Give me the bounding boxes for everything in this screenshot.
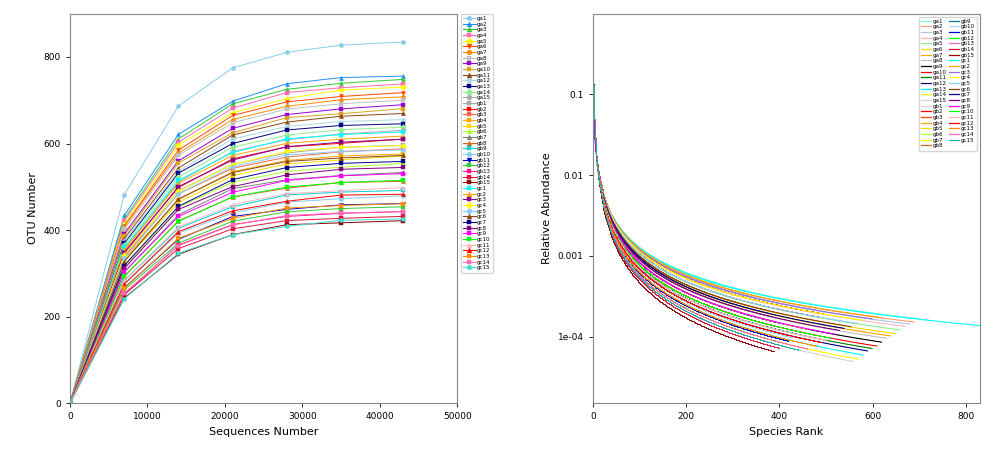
- X-axis label: Species Rank: Species Rank: [749, 426, 824, 436]
- Y-axis label: Relative Abundance: Relative Abundance: [542, 153, 552, 264]
- X-axis label: Sequences Number: Sequences Number: [209, 426, 318, 436]
- Legend: ga1, ga2, ga3, ga4, ga5, ga6, ga7, ga8, ga9, ga10, ga11, ga12, ga13, ga14, ga15,: ga1, ga2, ga3, ga4, ga5, ga6, ga7, ga8, …: [461, 14, 493, 273]
- Legend: ga1, ga2, ga3, ga4, ga5, ga6, ga7, ga8, ga9, ga10, ga11, ga12, ga13, ga14, ga15,: ga1, ga2, ga3, ga4, ga5, ga6, ga7, ga8, …: [919, 16, 977, 151]
- Y-axis label: OTU Number: OTU Number: [28, 172, 38, 245]
